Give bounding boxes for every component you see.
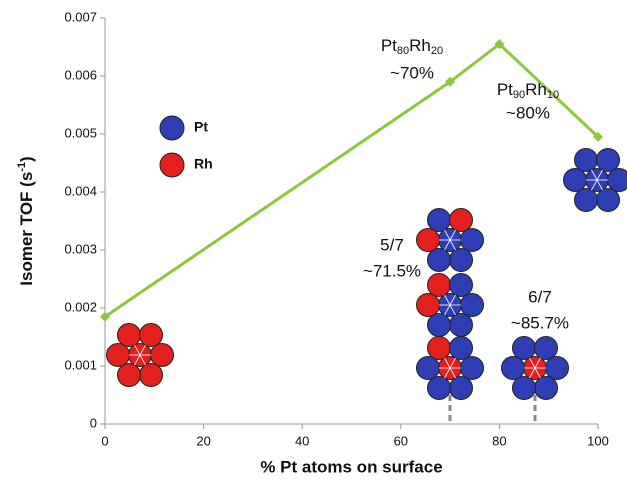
subscript: 10 <box>547 89 559 101</box>
atom <box>428 249 451 272</box>
atom <box>450 249 473 272</box>
atom <box>417 357 440 380</box>
y-axis-label: Isomer TOF (s-1) <box>16 156 37 285</box>
y-tick-label: 0.005 <box>64 125 97 140</box>
element: Pt <box>381 36 397 55</box>
atom <box>118 364 141 387</box>
atom <box>450 314 473 337</box>
annotation: 5/7 <box>380 235 404 254</box>
y-tick-label: 0.007 <box>64 9 97 24</box>
atom <box>461 294 484 317</box>
atom <box>513 377 536 400</box>
atom <box>140 324 163 347</box>
atom <box>461 357 484 380</box>
atom <box>450 274 473 297</box>
y-tick-label: 0 <box>90 415 97 430</box>
formula: Pt80Rh20 <box>381 36 443 56</box>
atom <box>461 229 484 252</box>
atom <box>535 337 558 360</box>
y-tick-label: 0.001 <box>64 357 97 372</box>
x-tick-label: 80 <box>492 433 506 448</box>
atom <box>428 209 451 232</box>
formula: Pt90Rh10 <box>497 80 559 100</box>
atom <box>513 337 536 360</box>
element: Rh <box>525 80 547 99</box>
atom <box>608 169 627 192</box>
atom <box>140 364 163 387</box>
subscript: 90 <box>513 89 525 101</box>
atom <box>546 357 569 380</box>
atom <box>597 189 620 212</box>
atom <box>428 377 451 400</box>
x-tick-label: 60 <box>394 433 408 448</box>
x-tick-label: 100 <box>587 433 609 448</box>
legend-swatch <box>160 116 184 140</box>
x-tick-label: 20 <box>196 433 210 448</box>
legend-swatch <box>160 153 184 177</box>
y-label-text: Isomer TOF (s <box>17 172 36 286</box>
y-label-sup: -1 <box>16 162 28 172</box>
atom <box>417 294 440 317</box>
atom <box>450 337 473 360</box>
y-tick-label: 0.006 <box>64 67 97 82</box>
atom <box>575 149 598 172</box>
atom <box>417 229 440 252</box>
atom <box>428 314 451 337</box>
x-tick-label: 40 <box>295 433 309 448</box>
atom <box>575 189 598 212</box>
element: Pt <box>497 80 513 99</box>
y-tick-label: 0.002 <box>64 299 97 314</box>
atom <box>502 357 525 380</box>
atom <box>597 149 620 172</box>
atom <box>107 344 130 367</box>
atom <box>450 377 473 400</box>
atom <box>535 377 558 400</box>
formula-note: ~80% <box>506 103 550 122</box>
line <box>105 44 598 317</box>
chart: 0 0.001 0.002 0.003 0.004 0.005 0.006 0.007 0 20 4… <box>0 0 627 482</box>
mask <box>444 422 458 482</box>
y-tick-label: 0.003 <box>64 241 97 256</box>
annotation: ~71.5% <box>363 261 421 280</box>
atom <box>428 337 451 360</box>
formula-note: ~70% <box>390 63 434 82</box>
y-tick-label: 0.004 <box>64 183 97 198</box>
atom <box>118 324 141 347</box>
element: Rh <box>409 36 431 55</box>
atom <box>428 274 451 297</box>
annotation: 6/7 <box>528 287 552 306</box>
annotation: ~85.7% <box>511 313 569 332</box>
atom <box>151 344 174 367</box>
atom <box>450 209 473 232</box>
x-axis-label: % Pt atoms on surface <box>260 457 442 476</box>
subscript: 80 <box>397 45 409 57</box>
y-label-end: ) <box>17 156 36 162</box>
subscript: 20 <box>431 45 443 57</box>
atom <box>564 169 587 192</box>
x-tick-label: 0 <box>101 433 108 448</box>
legend-label: Pt <box>194 119 208 135</box>
legend-label: Rh <box>194 156 213 172</box>
mask <box>529 422 543 482</box>
